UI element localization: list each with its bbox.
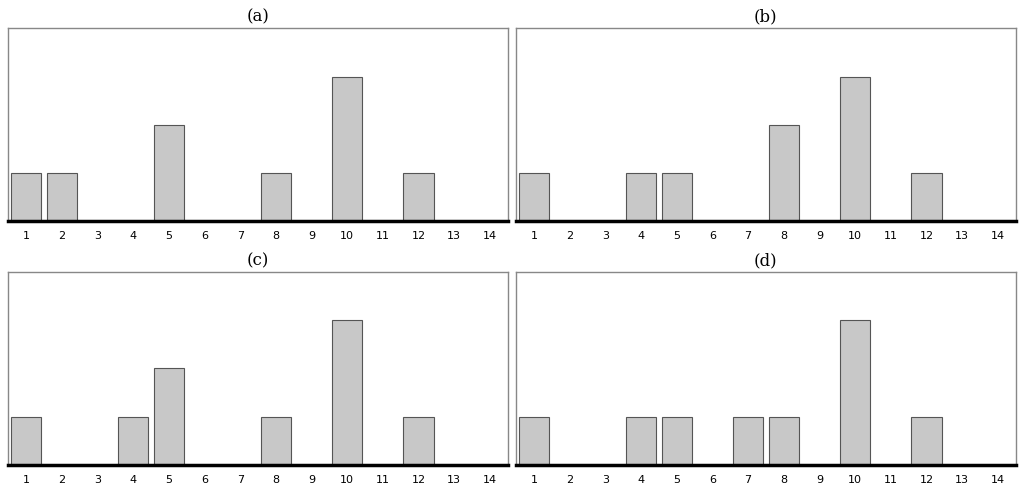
Bar — [118, 417, 148, 465]
Bar — [154, 125, 184, 221]
Title: (d): (d) — [754, 252, 778, 269]
Bar — [403, 417, 434, 465]
Bar — [662, 417, 692, 465]
Bar — [47, 173, 77, 221]
Bar — [11, 417, 41, 465]
Bar — [519, 173, 549, 221]
Bar — [332, 320, 362, 465]
Bar — [261, 417, 291, 465]
Bar — [626, 173, 656, 221]
Bar — [840, 76, 870, 221]
Bar — [11, 173, 41, 221]
Bar — [261, 173, 291, 221]
Bar — [840, 320, 870, 465]
Bar — [662, 173, 692, 221]
Bar — [911, 417, 942, 465]
Bar — [332, 76, 362, 221]
Title: (c): (c) — [247, 252, 269, 269]
Bar — [519, 417, 549, 465]
Bar — [154, 368, 184, 465]
Bar — [911, 173, 942, 221]
Title: (b): (b) — [754, 8, 778, 25]
Bar — [403, 173, 434, 221]
Bar — [769, 417, 799, 465]
Title: (a): (a) — [247, 8, 269, 25]
Bar — [733, 417, 763, 465]
Bar — [626, 417, 656, 465]
Bar — [769, 125, 799, 221]
